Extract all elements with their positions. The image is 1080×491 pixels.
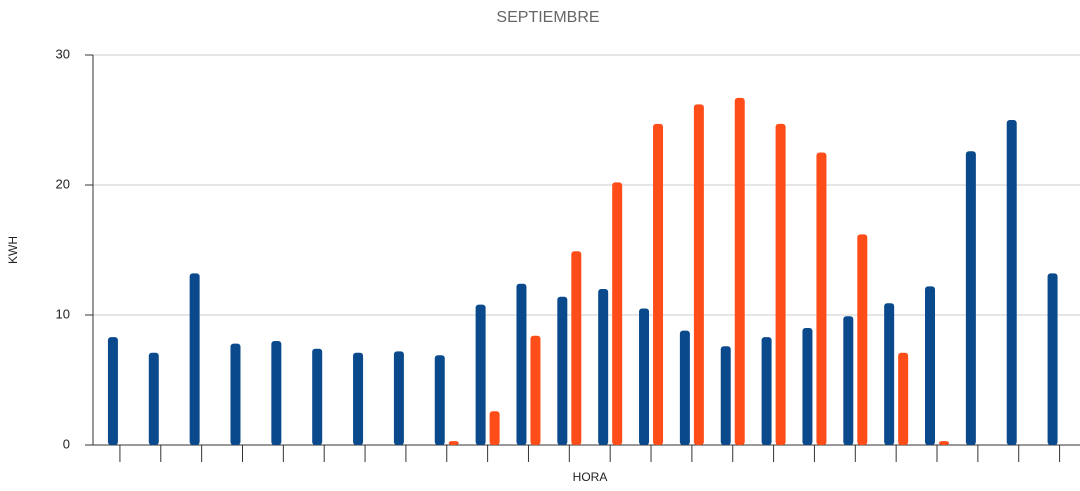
bar <box>965 151 976 445</box>
bar <box>720 346 731 445</box>
bar <box>802 328 813 445</box>
bar <box>393 351 404 445</box>
chart-title: SEPTIEMBRE <box>496 9 599 26</box>
y-tick-label: 30 <box>56 46 70 61</box>
bar <box>816 152 827 445</box>
bar <box>489 411 500 445</box>
bar <box>925 286 936 445</box>
bar <box>898 352 909 445</box>
y-tick-label: 10 <box>56 306 70 321</box>
bar <box>761 337 772 445</box>
bar <box>679 330 690 445</box>
bar <box>189 273 200 445</box>
bar <box>843 316 854 445</box>
bar <box>557 296 568 445</box>
bar <box>734 97 745 446</box>
bar <box>107 337 118 445</box>
bar <box>1047 273 1058 445</box>
bar <box>693 104 704 446</box>
bar <box>312 348 323 445</box>
bar <box>448 441 459 445</box>
bar <box>939 441 950 445</box>
bar <box>598 289 609 445</box>
x-axis-label: HORA <box>573 470 608 484</box>
bar <box>653 123 664 446</box>
bar <box>271 341 282 445</box>
bar <box>353 352 364 445</box>
y-tick-label: 0 <box>63 436 70 451</box>
bar <box>516 283 527 445</box>
bar <box>857 234 868 445</box>
bar <box>612 182 623 445</box>
bar <box>884 303 895 445</box>
bar <box>1006 120 1017 445</box>
bar <box>571 251 582 445</box>
bar <box>475 304 486 445</box>
bar <box>434 355 445 445</box>
bar <box>775 123 786 446</box>
bar <box>530 335 541 445</box>
bar <box>639 308 650 445</box>
y-axis-label: KWH <box>6 236 20 264</box>
y-tick-label: 20 <box>56 176 70 191</box>
bar <box>148 352 159 445</box>
bar <box>230 343 241 445</box>
